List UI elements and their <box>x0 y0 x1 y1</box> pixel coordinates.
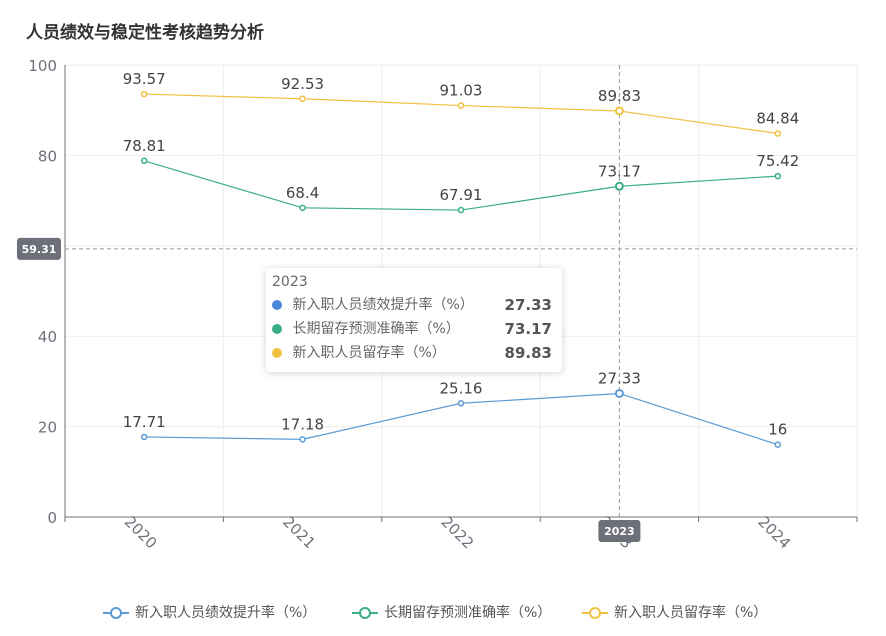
legend-marker-retention <box>582 607 608 619</box>
y-tick-label-20: 20 <box>38 419 57 437</box>
y-tick-label-40: 40 <box>38 328 57 346</box>
chart-title: 人员绩效与稳定性考核趋势分析 <box>26 23 264 43</box>
data-label-accuracy-2022: 67.91 <box>440 186 483 204</box>
tooltip-row-performance: 新入职人员绩效提升率（%） 27.33 <box>272 293 556 317</box>
legend-label-performance: 新入职人员绩效提升率（%） <box>135 605 317 621</box>
point-retention-2023 <box>614 106 624 116</box>
point-performance-2023 <box>614 388 624 398</box>
tooltip: 2023 新入职人员绩效提升率（%） 27.33 长期留存预测准确率（%） 73… <box>266 268 562 372</box>
point-retention-2020 <box>140 90 148 98</box>
point-performance-2024 <box>774 441 782 448</box>
tooltip-value-accuracy: 73.17 <box>504 320 552 338</box>
data-label-retention-2022: 91.03 <box>440 82 483 100</box>
point-accuracy-2023 <box>614 181 624 191</box>
point-accuracy-2024 <box>774 172 782 180</box>
x-tick-label-2020: 2020 <box>121 513 161 553</box>
data-label-performance-2024: 16 <box>768 421 787 439</box>
tooltip-name-retention: 新入职人员留存率（%） <box>292 345 446 361</box>
y-tick-label-80: 80 <box>38 147 57 165</box>
legend-label-accuracy: 长期留存预测准确率（%） <box>384 605 552 621</box>
point-retention-2021 <box>299 95 306 103</box>
point-accuracy-2021 <box>299 204 306 212</box>
data-label-performance-2022: 25.16 <box>440 379 483 397</box>
crosshair <box>65 65 857 517</box>
crosshair-x-badge-label: 2023 <box>604 525 635 538</box>
crosshair-x-badge <box>598 520 641 542</box>
data-label-accuracy-2024: 75.42 <box>756 152 799 170</box>
crosshair-y-badge <box>17 237 61 260</box>
point-retention-2022 <box>457 102 465 109</box>
tooltip-dot-retention <box>272 348 282 358</box>
data-label-performance-2020: 17.71 <box>123 413 166 431</box>
tooltip-dot-accuracy <box>272 324 282 334</box>
point-performance-2020 <box>140 433 148 441</box>
data-label-retention-2020: 93.57 <box>123 70 166 88</box>
legend-label-retention: 新入职人员留存率（%） <box>614 605 768 621</box>
tooltip-row-retention: 新入职人员留存率（%） 89.83 <box>272 341 556 365</box>
tooltip-row-accuracy: 长期留存预测准确率（%） 73.17 <box>272 317 556 341</box>
tooltip-value-retention: 89.83 <box>504 344 552 362</box>
data-label-retention-2023: 89.83 <box>598 87 641 105</box>
data-label-retention-2024: 84.84 <box>756 110 799 128</box>
x-tick-label-2024: 2024 <box>754 513 794 553</box>
data-label-performance-2023: 27.33 <box>598 369 641 387</box>
tooltip-name-accuracy: 长期留存预测准确率（%） <box>292 321 460 337</box>
crosshair-badges: 59.31 2023 <box>17 237 641 542</box>
data-label-performance-2021: 17.18 <box>281 415 324 433</box>
series-layer: 17.71 17.18 25.16 27.33 16 78.81 68.4 67.91 73.1… <box>123 70 799 448</box>
x-tick-label-2022: 2022 <box>438 513 478 553</box>
legend: 新入职人员绩效提升率（%） 长期留存预测准确率（%） 新入职人员留存率（%） <box>0 600 886 626</box>
point-performance-2021 <box>299 436 306 443</box>
data-label-accuracy-2021: 68.4 <box>286 184 319 202</box>
legend-marker-accuracy <box>352 607 378 619</box>
data-label-retention-2021: 92.53 <box>281 75 324 93</box>
legend-marker-performance <box>103 607 129 619</box>
point-performance-2022 <box>457 400 465 407</box>
series-line-retention <box>144 93 778 135</box>
point-retention-2024 <box>774 130 782 137</box>
data-label-accuracy-2023: 73.17 <box>598 162 641 180</box>
tooltip-title: 2023 <box>272 274 308 290</box>
data-label-accuracy-2020: 78.81 <box>123 137 166 155</box>
x-tick-label-2021: 2021 <box>279 513 319 553</box>
line-chart[interactable]: 02040608010020202021202220232024 17.7117… <box>0 0 886 600</box>
y-tick-label-0: 0 <box>47 509 57 527</box>
point-accuracy-2020 <box>140 157 148 165</box>
tooltip-name-performance: 新入职人员绩效提升率（%） <box>292 297 474 313</box>
y-tick-label-100: 100 <box>28 57 57 75</box>
point-accuracy-2022 <box>457 206 465 214</box>
tooltip-value-performance: 27.33 <box>504 296 552 314</box>
crosshair-y-badge-label: 59.31 <box>22 243 57 256</box>
tooltip-dot-performance <box>272 300 282 310</box>
